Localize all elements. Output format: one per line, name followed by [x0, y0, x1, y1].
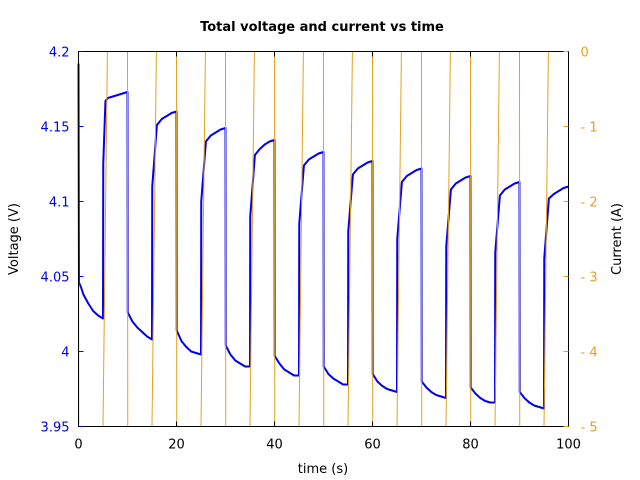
voltage-series-line [77, 63, 569, 410]
y2-axis-label: Current (A) [610, 203, 625, 275]
x-tick-label: 40 [266, 438, 283, 453]
series-layer [77, 51, 569, 427]
x-tick-label: 100 [556, 438, 581, 453]
y-tick-label: 4.15 [41, 121, 70, 136]
y2-tick-label: - 1 [581, 121, 598, 136]
x-axis: 0 20 40 60 80 100 [74, 51, 581, 453]
x-tick-label: 20 [168, 438, 185, 453]
y-tick-label: 4 [61, 346, 69, 361]
chart-title: Total voltage and current vs time [200, 20, 444, 35]
y-tick-label: 4.2 [49, 46, 70, 61]
y-axis-right: - 5 - 4 - 3 - 2 - 1 0 [563, 46, 598, 436]
plot-frame [78, 51, 569, 427]
y-axis-label: Voltage (V) [7, 203, 22, 275]
y-axis-left: 3.95 4 4.05 4.1 4.15 4.2 [41, 46, 84, 436]
x-axis-label: time (s) [298, 462, 348, 477]
y2-tick-label: - 5 [581, 421, 598, 436]
y2-tick-label: - 3 [581, 271, 598, 286]
x-tick-label: 60 [364, 438, 381, 453]
x-tick-label: 0 [74, 438, 82, 453]
y-tick-label: 4.05 [41, 271, 70, 286]
y-tick-label: 3.95 [41, 421, 70, 436]
y2-tick-label: - 4 [581, 346, 598, 361]
y2-tick-label: - 2 [581, 196, 598, 211]
x-tick-label: 80 [462, 438, 479, 453]
y-tick-label: 4.1 [49, 196, 70, 211]
y2-tick-label: 0 [581, 46, 589, 61]
